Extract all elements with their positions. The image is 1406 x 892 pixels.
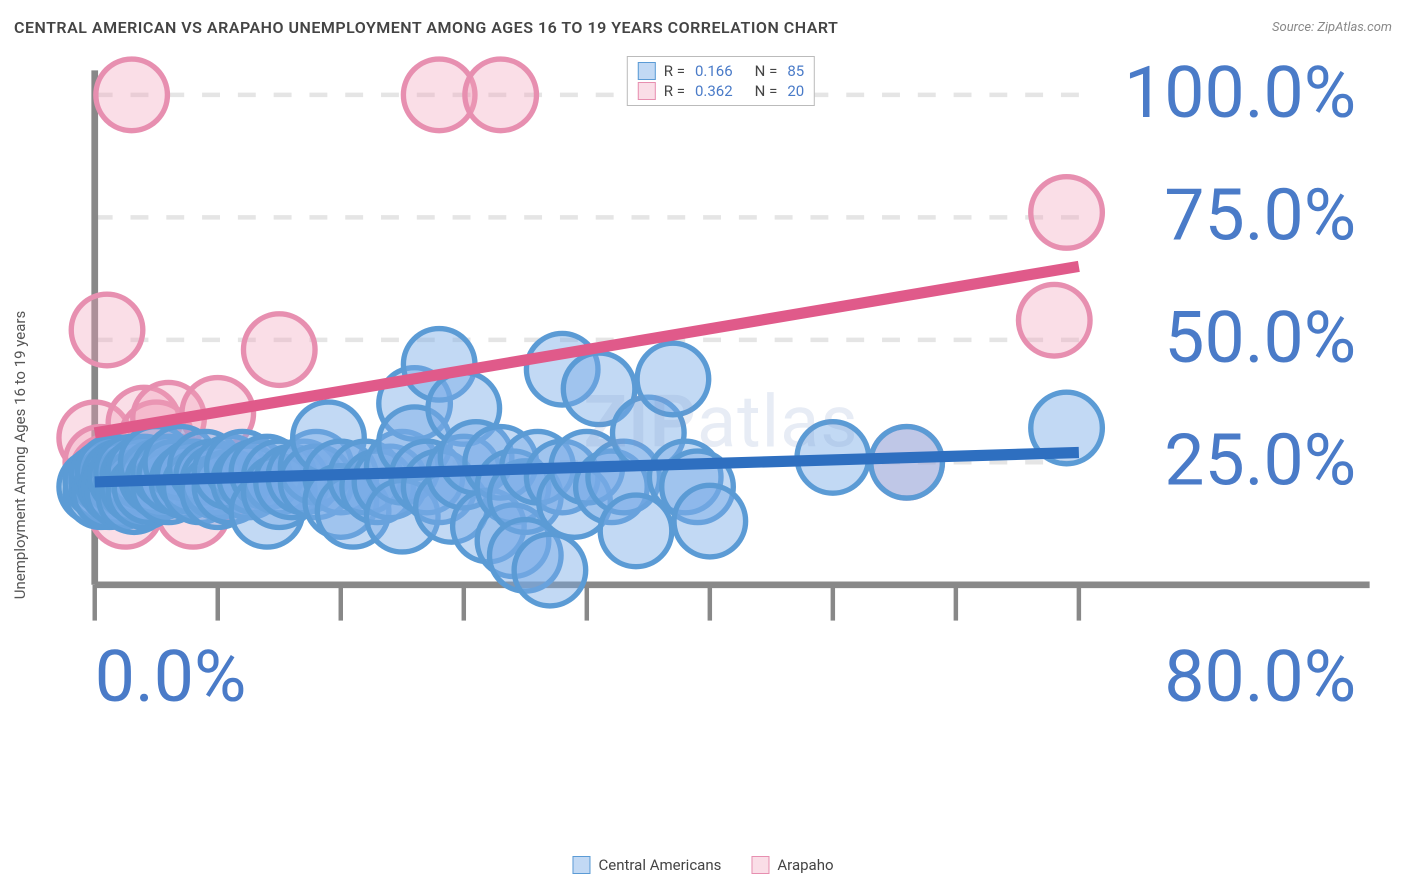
title-bar: CENTRAL AMERICAN VS ARAPAHO UNEMPLOYMENT…: [14, 18, 1392, 37]
data-point: [465, 59, 537, 131]
stats-legend-row: R = 0.166 N = 85: [638, 61, 804, 81]
stats-r-label: R =: [664, 62, 685, 80]
legend-label: Arapaho: [777, 856, 833, 874]
data-point: [71, 294, 143, 366]
y-axis-label: Unemployment Among Ages 16 to 19 years: [11, 311, 29, 599]
y-tick-label: 75.0%: [1164, 175, 1356, 258]
stats-n-value: 20: [787, 82, 804, 100]
legend-swatch: [751, 856, 769, 874]
y-tick-label: 100.0%: [1124, 52, 1356, 135]
bottom-legend: Central Americans Arapaho: [572, 856, 833, 874]
legend-swatch: [572, 856, 590, 874]
stats-n-label: N =: [755, 82, 778, 100]
data-point: [637, 343, 709, 415]
legend-swatch: [638, 62, 656, 80]
data-point: [243, 314, 315, 386]
y-tick-label: 50.0%: [1164, 297, 1356, 380]
stats-r-value: 0.362: [695, 82, 733, 100]
stats-r-label: R =: [664, 82, 685, 100]
legend-label: Central Americans: [598, 856, 721, 874]
stats-legend-row: R = 0.362 N = 20: [638, 81, 804, 101]
chart-title: CENTRAL AMERICAN VS ARAPAHO UNEMPLOYMENT…: [14, 18, 838, 37]
data-point: [514, 534, 586, 606]
y-tick-label: 25.0%: [1164, 420, 1356, 503]
data-point: [1031, 177, 1103, 249]
scatter-plot-svg: 25.0% 50.0% 75.0% 100.0% 0.0% 80.0%: [50, 48, 1392, 719]
stats-r-value: 0.166: [695, 62, 733, 80]
stats-legend: R = 0.166 N = 85 R = 0.362 N = 20: [627, 56, 815, 106]
stats-n-label: N =: [755, 62, 778, 80]
bottom-legend-item: Arapaho: [751, 856, 833, 874]
data-point: [96, 59, 168, 131]
bottom-legend-item: Central Americans: [572, 856, 721, 874]
source-label: Source: ZipAtlas.com: [1272, 20, 1392, 35]
data-point: [674, 485, 746, 557]
x-tick-label: 80.0%: [1164, 636, 1356, 719]
plot-area: Unemployment Among Ages 16 to 19 years 2…: [50, 48, 1392, 844]
stats-n-value: 85: [787, 62, 804, 80]
legend-swatch: [638, 82, 656, 100]
x-tick-label: 0.0%: [95, 636, 247, 719]
data-point: [1018, 284, 1090, 356]
